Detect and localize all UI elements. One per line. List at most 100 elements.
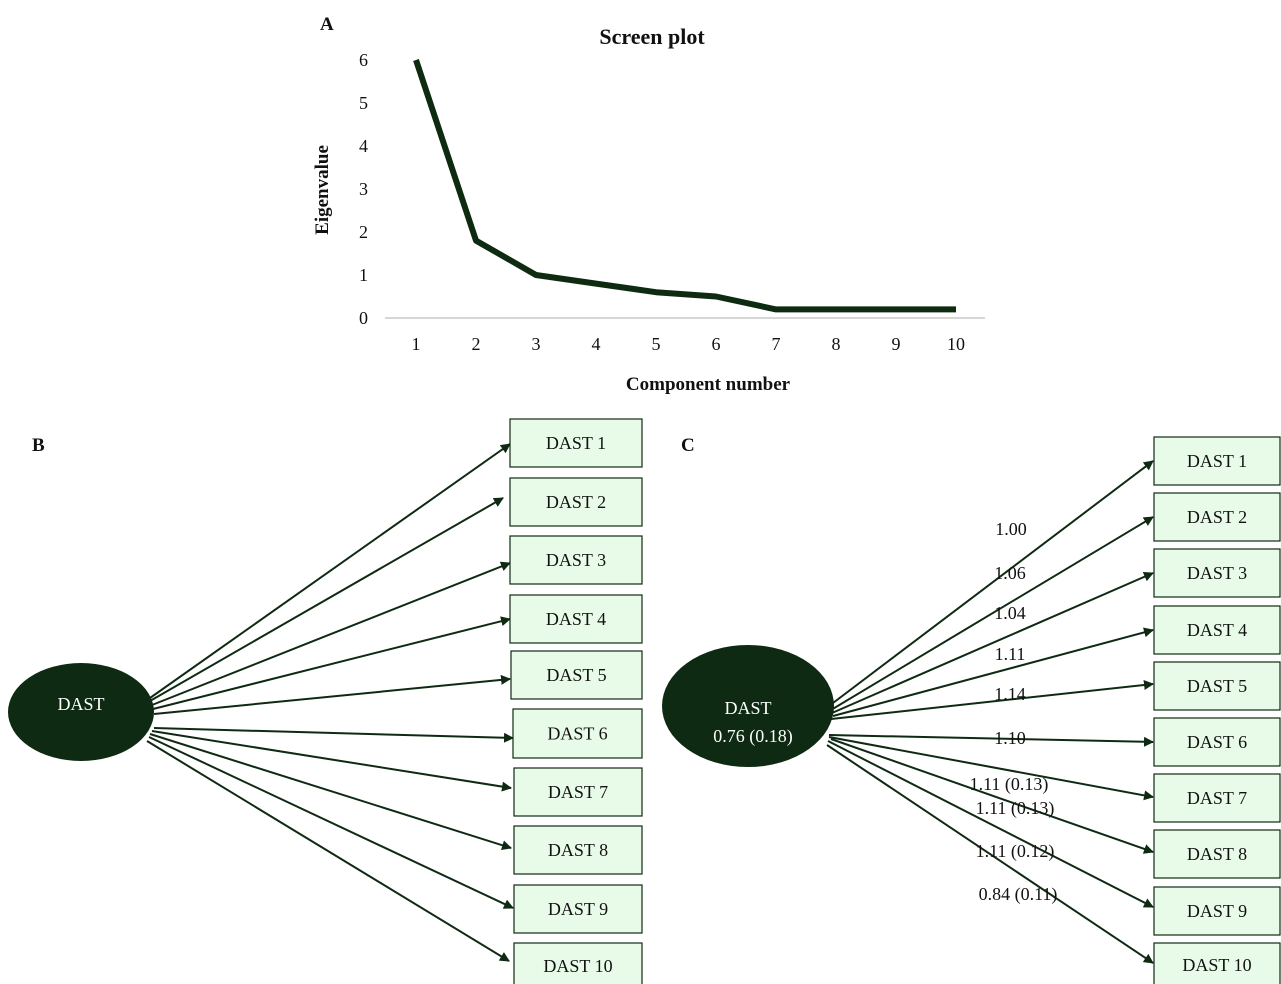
latent-node-c xyxy=(662,645,834,767)
indicator-box-rect xyxy=(1153,717,1281,767)
panel-letter-c: C xyxy=(681,435,695,456)
indicator-label: DAST 9 xyxy=(1187,901,1247,921)
indicator-box: DAST 6 xyxy=(1153,717,1281,767)
indicator-box: DAST 10 xyxy=(1153,942,1281,984)
loading-label: 1.11 xyxy=(995,644,1026,664)
y-tick-label: 4 xyxy=(359,136,368,156)
scree-plot-panel: A Screen plot Eigenvalue Component numbe… xyxy=(312,14,985,395)
series-line xyxy=(413,59,956,313)
indicator-box-rect xyxy=(1153,436,1281,486)
indicator-label: DAST 9 xyxy=(548,899,608,919)
indicator-box-rect xyxy=(513,942,643,984)
x-tick-label: 7 xyxy=(772,334,781,354)
indicator-box: DAST 4 xyxy=(1153,605,1281,655)
path-arrow xyxy=(830,680,1154,720)
panel-letter-a: A xyxy=(320,14,334,35)
c-arrows xyxy=(826,460,1154,964)
path-arrow xyxy=(826,744,1154,964)
latent-node-b xyxy=(8,663,154,761)
path-arrow xyxy=(149,733,512,851)
x-axis-title: Component number xyxy=(626,374,791,395)
path-arrow xyxy=(151,561,511,706)
indicator-box-rect xyxy=(1153,829,1281,879)
indicator-box-rect xyxy=(512,708,643,759)
latent-node-b-label: DAST xyxy=(57,694,104,714)
indicator-label: DAST 10 xyxy=(543,956,612,976)
indicator-box-rect xyxy=(509,477,643,527)
measurement-model-c: C DAST 0.76 (0.18) 1.00 1.06 1.04 1.11 1.14 1… xyxy=(662,435,1281,984)
indicator-label: DAST 1 xyxy=(546,433,606,453)
indicator-box-rect xyxy=(509,594,643,644)
indicator-box: DAST 8 xyxy=(1153,829,1281,879)
indicator-box-rect xyxy=(510,650,643,700)
indicator-box: DAST 9 xyxy=(513,884,643,934)
loading-label: 1.04 xyxy=(994,603,1026,623)
indicator-box-rect xyxy=(1153,605,1281,655)
indicator-box: DAST 5 xyxy=(510,650,643,700)
indicator-label: DAST 6 xyxy=(1187,732,1247,752)
path-arrow xyxy=(149,443,511,699)
indicator-box-rect xyxy=(1153,773,1281,823)
indicator-box-rect xyxy=(513,884,643,934)
loading-label: 1.11 (0.13) xyxy=(970,774,1049,795)
x-tick-label: 6 xyxy=(712,334,721,354)
path-arrow xyxy=(830,516,1154,711)
measurement-model-b: B DAST DAST 1 DAST 2 DAST 3 DAST 4 DAST 5 DAS… xyxy=(8,418,643,984)
y-axis-title: Eigenvalue xyxy=(312,145,333,235)
indicator-box: DAST 3 xyxy=(509,535,643,585)
indicator-box: DAST 3 xyxy=(1153,548,1281,598)
indicator-label: DAST 3 xyxy=(1187,563,1247,583)
x-tick-label: 8 xyxy=(832,334,841,354)
y-tick-label: 5 xyxy=(359,93,368,113)
indicator-box: DAST 7 xyxy=(513,767,643,817)
loading-label: 1.06 xyxy=(994,563,1026,583)
indicator-label: DAST 4 xyxy=(1187,620,1247,640)
indicator-label: DAST 5 xyxy=(546,665,606,685)
x-tick-label: 1 xyxy=(412,334,421,354)
b-arrows xyxy=(146,443,514,962)
indicator-box: DAST 1 xyxy=(509,418,643,468)
indicator-box: DAST 2 xyxy=(1153,492,1281,542)
x-tick-label: 10 xyxy=(947,334,965,354)
x-tick-label: 9 xyxy=(892,334,901,354)
indicator-box: DAST 7 xyxy=(1153,773,1281,823)
y-tick-label: 3 xyxy=(359,179,368,199)
x-tick-label: 3 xyxy=(532,334,541,354)
indicator-box-rect xyxy=(509,418,643,468)
indicator-box: DAST 4 xyxy=(509,594,643,644)
indicator-box: DAST 10 xyxy=(513,942,643,984)
latent-node-c-variance: 0.76 (0.18) xyxy=(713,726,793,747)
indicator-box-rect xyxy=(1153,548,1281,598)
path-arrow xyxy=(153,727,514,743)
path-arrow xyxy=(149,497,504,702)
loading-label: 1.14 xyxy=(994,684,1026,704)
path-arrow xyxy=(832,460,1154,704)
indicator-label: DAST 7 xyxy=(548,782,608,802)
loading-label: 1.00 xyxy=(995,519,1027,539)
y-tick-label: 1 xyxy=(359,265,368,285)
x-tick-label: 4 xyxy=(592,334,601,354)
indicator-box-rect xyxy=(1153,886,1281,936)
indicator-label: DAST 5 xyxy=(1187,676,1247,696)
indicator-box: DAST 5 xyxy=(1153,661,1281,711)
panel-letter-b: B xyxy=(32,435,45,456)
path-arrow xyxy=(828,734,1154,747)
loading-label: 1.11 (0.12) xyxy=(976,841,1055,862)
x-tick-label: 2 xyxy=(472,334,481,354)
indicator-box: DAST 8 xyxy=(513,825,643,875)
latent-node-c-label: DAST xyxy=(724,698,771,718)
path-arrow xyxy=(831,572,1154,714)
indicator-label: DAST 8 xyxy=(1187,844,1247,864)
path-arrow xyxy=(148,736,514,909)
c-loading-labels: 1.00 1.06 1.04 1.11 1.14 1.10 1.11 (0.13) 1.11 … xyxy=(970,519,1058,905)
c-indicator-boxes: DAST 1 DAST 2 DAST 3 DAST 4 DAST 5 DAST 6 DAST… xyxy=(1153,436,1281,984)
x-tick-labels: 1 2 3 4 5 6 7 8 9 10 xyxy=(412,334,966,354)
indicator-box: DAST 9 xyxy=(1153,886,1281,936)
indicator-box-rect xyxy=(509,535,643,585)
indicator-box: DAST 1 xyxy=(1153,436,1281,486)
path-arrow xyxy=(832,627,1154,717)
indicator-box: DAST 2 xyxy=(509,477,643,527)
path-arrow xyxy=(827,740,1154,908)
y-tick-label: 0 xyxy=(359,308,368,328)
